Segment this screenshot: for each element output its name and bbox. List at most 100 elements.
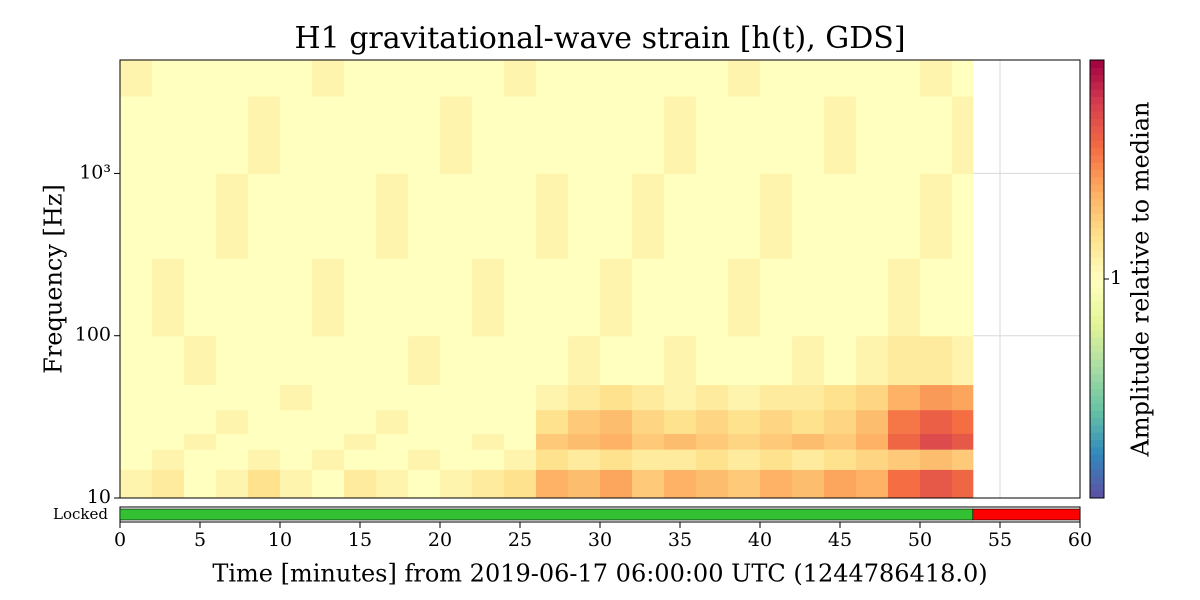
heatmap-cell (664, 335, 697, 386)
heatmap-cell (760, 384, 793, 411)
heatmap-cell (472, 96, 505, 174)
heatmap-cell (760, 449, 793, 470)
heatmap-cell (664, 469, 697, 499)
colorbar-band (1090, 381, 1104, 389)
heatmap-cell (248, 96, 281, 174)
heatmap-cell (248, 433, 281, 450)
heatmap-cell (888, 60, 921, 97)
heatmap-cell (216, 60, 249, 97)
heatmap-cell (344, 469, 377, 499)
x-tick-label: 30 (588, 529, 612, 551)
heatmap-cell (920, 335, 953, 386)
heatmap-cell (504, 335, 537, 386)
colorbar-band (1090, 279, 1104, 287)
colorbar-band (1090, 315, 1104, 324)
heatmap-cell (248, 60, 281, 97)
x-tick-label: 55 (988, 529, 1012, 551)
heatmap-cell (248, 335, 281, 386)
heatmap-cell (184, 433, 217, 450)
heatmap-cell (120, 96, 153, 174)
y-tick-label: 10 (87, 486, 111, 508)
heatmap-cell (664, 96, 697, 174)
heatmap-cell (600, 384, 633, 411)
heatmap-cell (472, 173, 505, 259)
heatmap-cell (120, 335, 153, 386)
colorbar-band (1090, 454, 1104, 462)
heatmap-cell (920, 258, 953, 337)
heatmap-cell (792, 409, 825, 434)
heatmap-cell (792, 469, 825, 499)
heatmap-cell (920, 449, 953, 470)
heatmap-cell (632, 60, 665, 97)
colorbar-band (1090, 220, 1104, 229)
heatmap-cell (280, 60, 313, 97)
heatmap-cell (600, 409, 633, 434)
heatmap-cell (760, 335, 793, 386)
colorbar-band (1090, 235, 1104, 243)
heatmap-cell (280, 469, 313, 499)
heatmap-cell (696, 409, 729, 434)
colorbar-band (1090, 103, 1104, 112)
heatmap-cell (664, 449, 697, 470)
colorbar-band (1090, 286, 1104, 295)
heatmap-cell (376, 433, 409, 450)
heatmap-cell (952, 335, 974, 386)
heatmap-cell (600, 335, 633, 386)
heatmap-cell (216, 258, 249, 337)
heatmap-cell (632, 449, 665, 470)
heatmap-cell (280, 96, 313, 174)
x-tick-label: 60 (1068, 529, 1092, 551)
heatmap-cell (600, 258, 633, 337)
heatmap-cell (696, 449, 729, 470)
colorbar-band (1090, 227, 1104, 236)
heatmap-cell (504, 173, 537, 259)
heatmap-cell (728, 173, 761, 259)
heatmap-cell (888, 409, 921, 434)
heatmap-cell (280, 409, 313, 434)
colorbar-band (1090, 373, 1104, 382)
colorbar-band (1090, 249, 1104, 258)
heatmap-cell (536, 335, 569, 386)
heatmap-cell (952, 173, 974, 259)
colorbar-band (1090, 417, 1104, 426)
colorbar-band (1090, 74, 1104, 83)
heatmap-cell (120, 469, 153, 499)
plot-frame (119, 59, 1081, 499)
heatmap-cell (344, 449, 377, 470)
y-tick-label: 10³ (79, 161, 111, 183)
heatmap-cell (696, 60, 729, 97)
heatmap-cell (248, 384, 281, 411)
y-tick-label: 100 (75, 324, 111, 346)
heatmap-cell (280, 433, 313, 450)
heatmap-cell (504, 469, 537, 499)
heatmap-cell (696, 384, 729, 411)
segment-bar (972, 508, 1081, 521)
heatmap-cell (792, 384, 825, 411)
heatmap-cell (152, 96, 185, 174)
heatmap-cell (408, 173, 441, 259)
heatmap-cell (408, 384, 441, 411)
heatmap-cell (312, 258, 345, 337)
heatmap-cell (536, 449, 569, 470)
heatmap-cell (472, 258, 505, 337)
heatmap-cell (856, 433, 889, 450)
heatmap-cell (408, 258, 441, 337)
heatmap-cell (472, 335, 505, 386)
colorbar-band (1090, 366, 1104, 375)
heatmap-cell (216, 449, 249, 470)
heatmap-cell (920, 469, 953, 499)
heatmap-cell (888, 173, 921, 259)
colorbar-band (1090, 264, 1104, 273)
heatmap-cell (824, 96, 857, 174)
colorbar-band (1090, 191, 1104, 200)
heatmap-cell (280, 258, 313, 337)
heatmap-cell (856, 335, 889, 386)
heatmap-cell (120, 433, 153, 450)
heatmap-cell (728, 449, 761, 470)
heatmap-cell (664, 60, 697, 97)
colorbar-band (1090, 213, 1104, 222)
heatmap-cell (472, 469, 505, 499)
heatmap-cell (440, 384, 473, 411)
heatmap-cell (696, 469, 729, 499)
heatmap-cell (152, 449, 185, 470)
